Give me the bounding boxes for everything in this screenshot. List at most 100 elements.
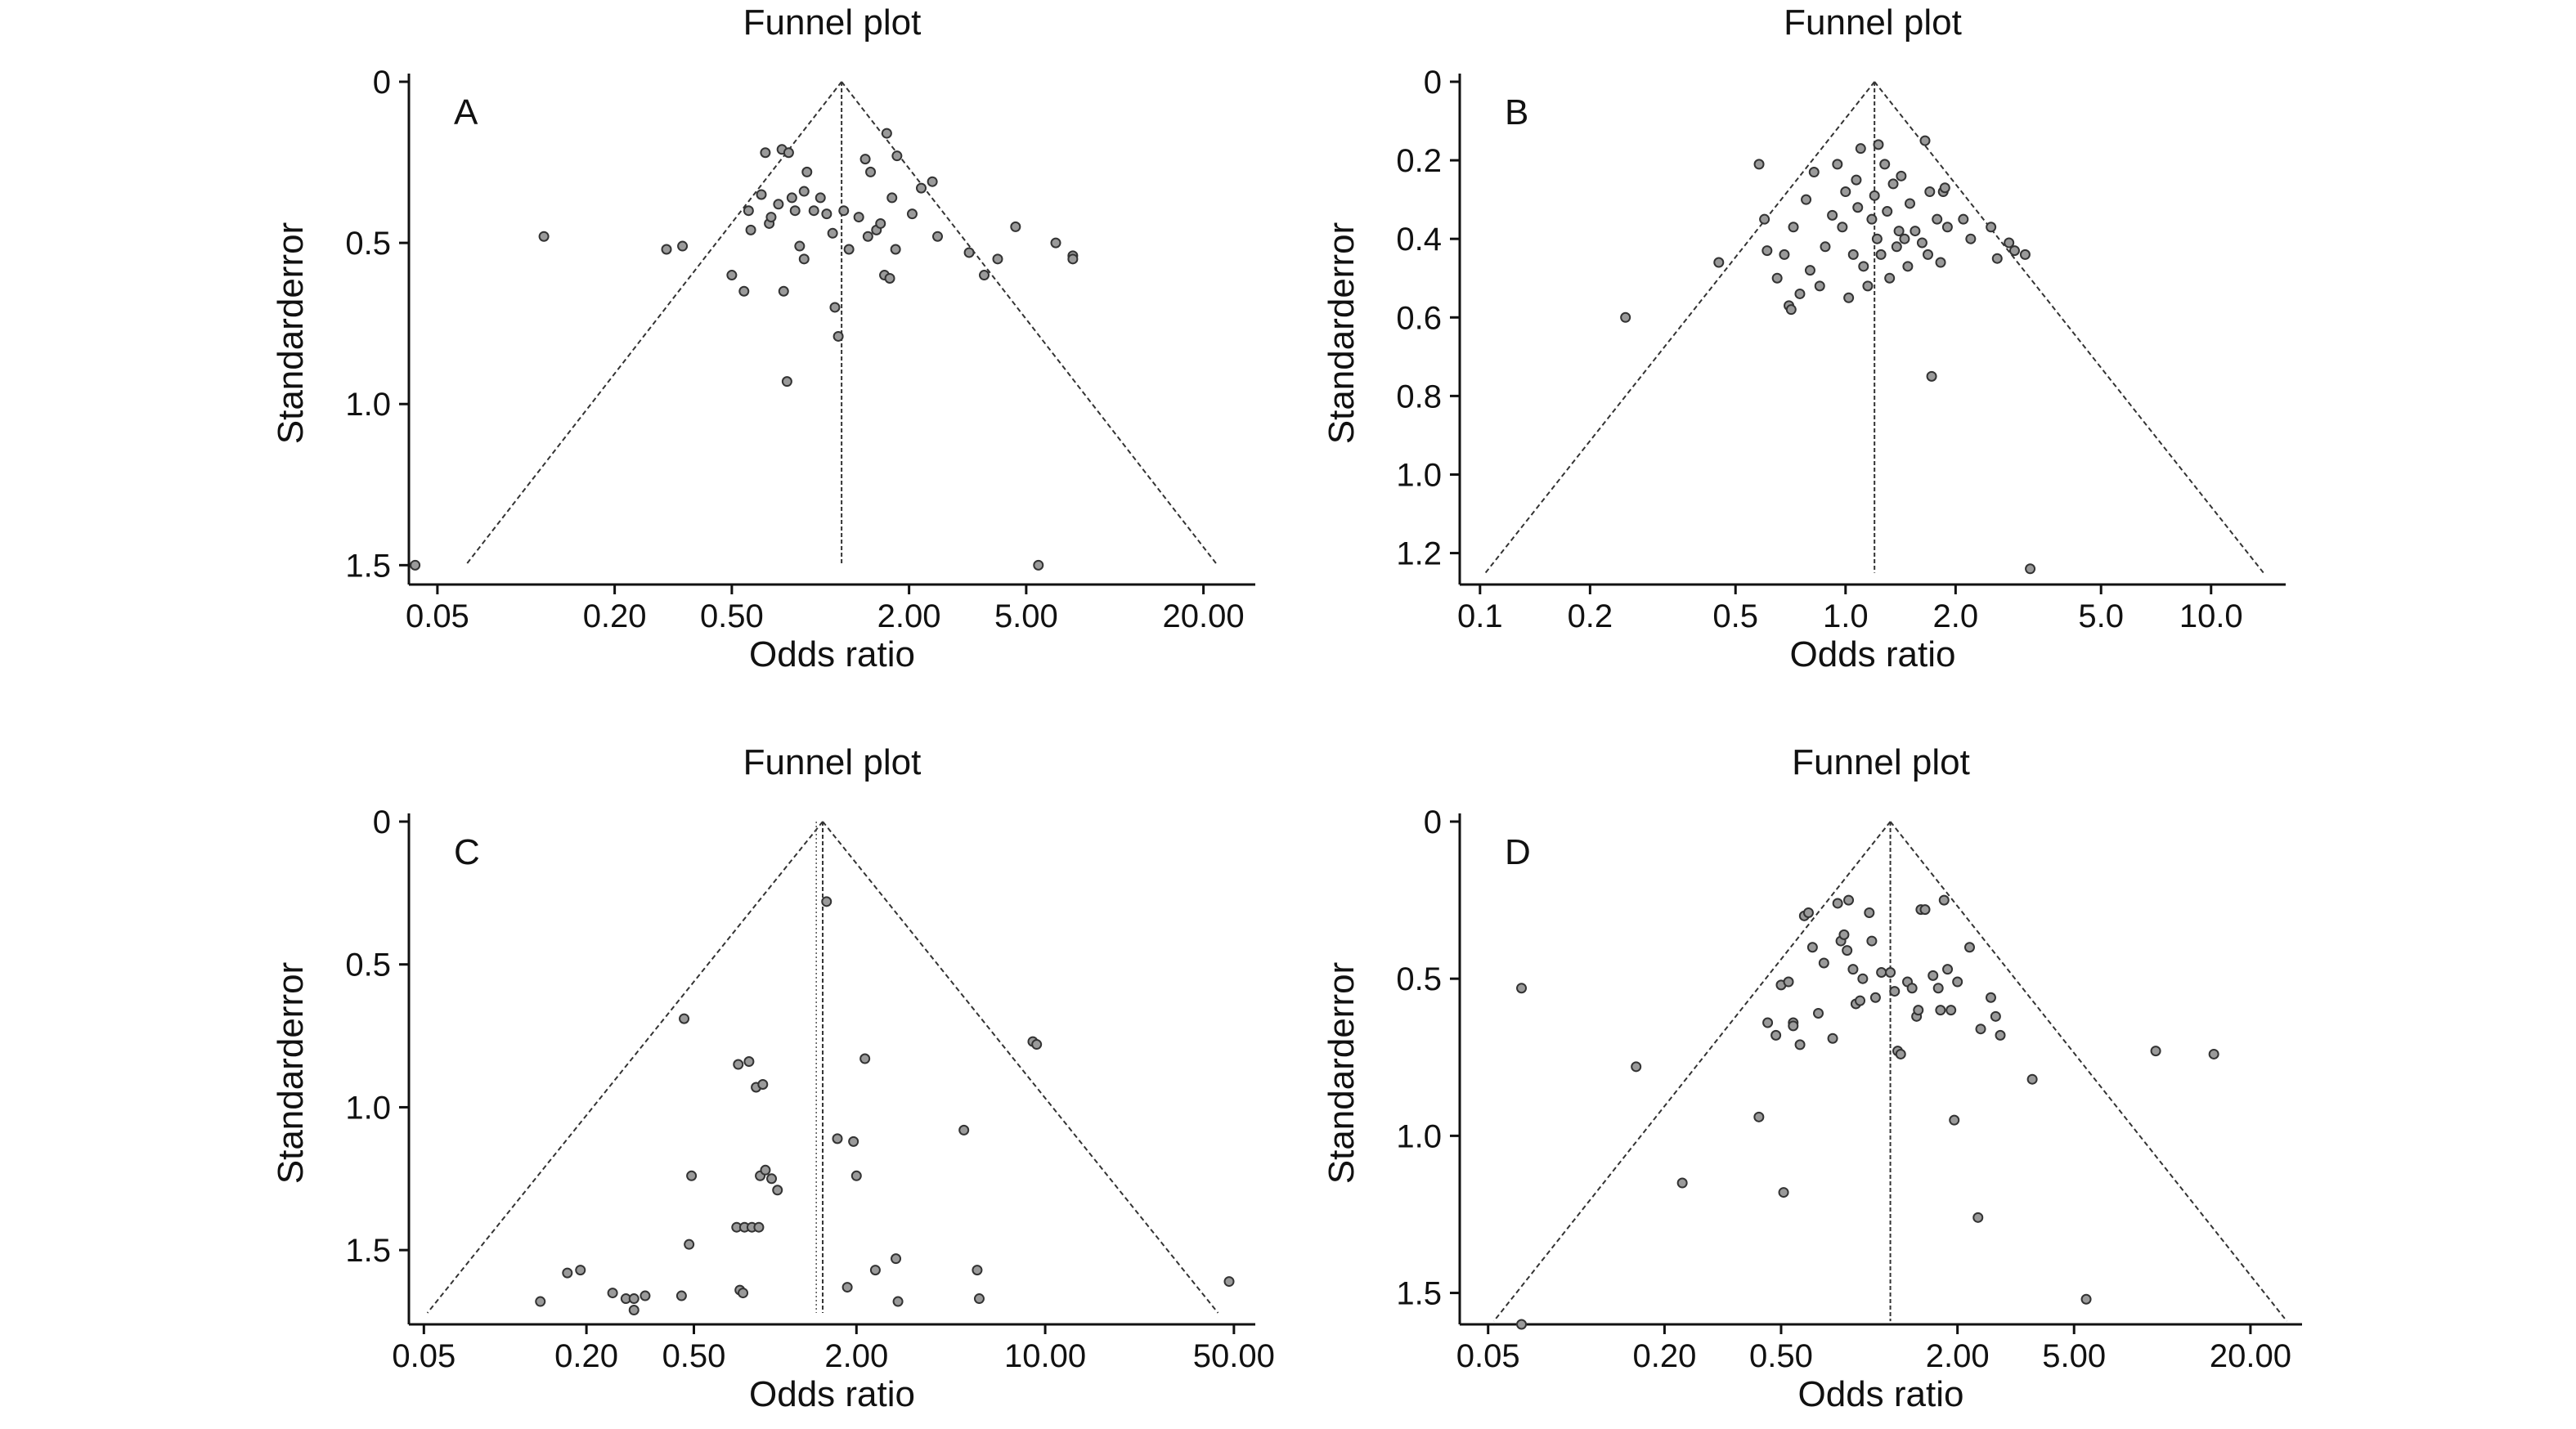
x-tick-label: 0.5 [1712,598,1758,634]
study-point [1862,280,1874,292]
study-point [1939,182,1950,194]
chart-title: Funnel plot [1792,742,1970,782]
study-point [1771,272,1783,284]
study-point [2008,245,2020,257]
study-point [743,1056,755,1068]
study-point [538,231,550,242]
study-point [1820,241,1831,253]
x-tick-label: 10.0 [2179,598,2243,634]
study-point [853,212,864,223]
study-point [1869,992,1881,1003]
study-point [1840,186,1851,198]
study-point [886,192,898,204]
study-point [2004,237,2015,249]
study-point [1838,929,1850,940]
study-point [916,182,927,194]
y-axis-label: Standarderror [271,962,311,1184]
study-point [1891,241,1902,253]
study-point [1899,233,1910,244]
study-point [1753,1111,1765,1122]
study-point [2080,1293,2092,1305]
study-point [1932,213,1943,225]
y-tick-label: 1.5 [1396,1276,1442,1312]
study-point [815,192,826,204]
study-point [765,212,777,223]
study-point [992,253,1003,265]
study-point [1995,1029,2006,1041]
study-point [1808,167,1820,178]
study-point [1864,907,1875,918]
panel-label: B [1505,92,1528,132]
y-tick-label: 0 [373,65,391,101]
y-tick-label: 1.5 [345,1233,391,1269]
study-point [1794,1039,1806,1050]
x-tick-label: 1.0 [1823,598,1869,634]
study-point [1885,967,1896,978]
study-point [1620,311,1631,323]
study-point [1876,967,1887,978]
study-point [891,1253,902,1265]
study-point [972,1265,983,1276]
study-point [827,227,838,239]
x-tick-label: 50.00 [1193,1338,1275,1374]
y-tick-label: 0.2 [1396,143,1442,179]
study-point [1895,1048,1906,1059]
study-point [1942,964,1954,975]
study-point [850,1170,862,1181]
x-tick-label: 20.00 [2210,1338,2291,1374]
x-tick-label: 2.00 [877,598,941,634]
study-point [679,1013,690,1024]
study-point [881,128,892,139]
x-tick-label: 0.05 [1456,1338,1520,1374]
funnel-right-line [841,81,1218,566]
panel-label: C [454,832,480,872]
study-point [862,231,873,242]
study-point [1783,976,1794,988]
study-point [841,1282,853,1293]
study-point [1788,1020,1799,1032]
y-tick-label: 1.0 [1396,1118,1442,1154]
study-point [778,285,789,297]
y-tick-label: 1.5 [345,548,391,584]
x-axis-label: Odds ratio [1790,634,1956,674]
x-tick-label: 2.00 [824,1338,888,1374]
study-point [675,1290,687,1301]
study-point [1033,559,1044,571]
study-point [726,270,738,281]
study-point [865,166,877,177]
y-tick-label: 0.5 [345,226,391,262]
x-tick-label: 2.0 [1933,598,1979,634]
x-tick-label: 20.00 [1163,598,1245,634]
study-point [1972,1212,1984,1223]
study-point [1837,222,1848,233]
y-tick-label: 1.0 [345,1090,391,1126]
study-point [1990,1010,2001,1022]
study-point [2019,249,2031,260]
study-point [743,205,754,217]
x-tick-label: 0.05 [392,1338,456,1374]
study-point [1893,226,1905,237]
study-point [2150,1046,2161,1057]
study-point [1963,942,1975,953]
study-point [1991,253,2003,264]
study-point [1852,202,1864,213]
study-point [859,154,871,165]
study-point [640,1290,651,1301]
panel-label: A [454,92,478,132]
funnel-left-line [1484,81,1875,574]
study-point [789,205,801,217]
study-point [1922,249,1933,260]
study-point [1050,237,1061,249]
y-tick-label: 0.8 [1396,379,1442,414]
x-axis-label: Odds ratio [1798,1374,1964,1414]
funnel-left-line [464,81,842,566]
study-point [1986,222,1997,233]
study-point [1857,973,1869,984]
study-point [892,1296,904,1307]
study-point [783,147,794,159]
study-point [963,247,975,258]
study-point [1916,237,1928,249]
study-point [1875,249,1887,260]
study-point [821,896,832,907]
